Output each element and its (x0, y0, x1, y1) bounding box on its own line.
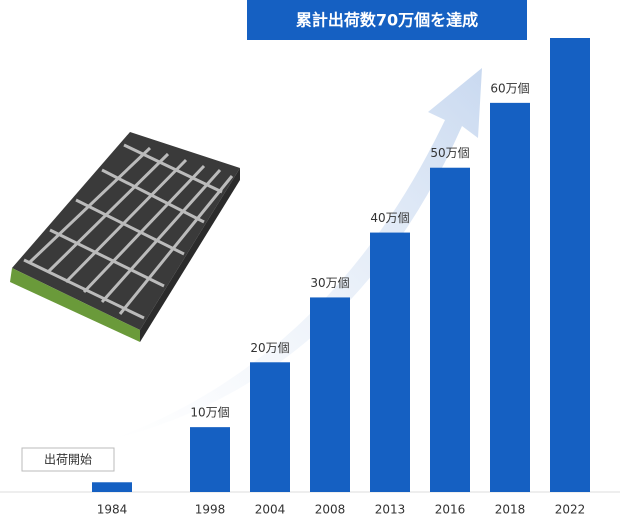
value-label: 30万個 (310, 276, 349, 290)
x-tick-label: 2018 (495, 503, 526, 517)
bar (310, 297, 350, 492)
value-label: 10万個 (190, 406, 229, 420)
x-tick-label: 2004 (255, 503, 286, 517)
bar (370, 232, 410, 493)
x-tick-label: 2016 (435, 503, 466, 517)
annotation: 出荷開始 (44, 453, 92, 467)
product-image (10, 132, 240, 342)
bar (92, 482, 132, 492)
x-tick-label: 2013 (375, 503, 406, 517)
chart-title: 累計出荷数70万個を達成 (296, 11, 478, 30)
bar (490, 102, 530, 492)
bar (190, 427, 230, 492)
x-tick-label: 1998 (195, 503, 226, 517)
value-label: 50万個 (430, 146, 469, 160)
value-label: 60万個 (490, 81, 529, 95)
x-tick-label: 1984 (97, 503, 128, 517)
banner-box (247, 0, 527, 40)
x-tick-label: 2008 (315, 503, 346, 517)
bar (550, 38, 590, 492)
x-tick-label: 2022 (555, 503, 586, 517)
growth-arrow (110, 68, 482, 440)
value-label: 20万個 (250, 341, 289, 355)
annotation-box: 出荷開始 (21, 447, 115, 472)
bar (250, 362, 290, 492)
bar (430, 167, 470, 492)
value-label: 40万個 (370, 211, 409, 225)
